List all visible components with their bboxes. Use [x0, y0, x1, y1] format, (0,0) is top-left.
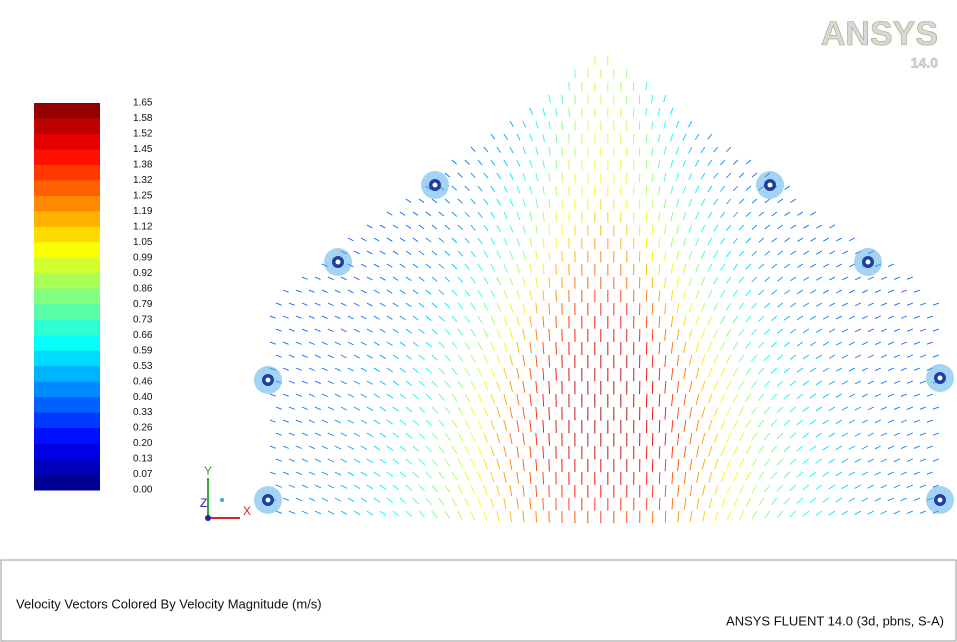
colorbar-label: 1.25 [133, 191, 153, 202]
colorbar-label: 1.05 [133, 237, 153, 248]
velocity-vector [646, 212, 647, 222]
colorbar-label: 0.07 [133, 469, 153, 480]
colorbar-label: 0.00 [133, 485, 153, 496]
velocity-vector [652, 355, 653, 368]
colorbar-band [34, 196, 100, 212]
colorbar-band [34, 413, 100, 429]
y-axis-label: Y [204, 464, 212, 478]
inlet-hole [938, 498, 943, 503]
colorbar-band [34, 397, 100, 413]
colorbar-band [34, 289, 100, 305]
velocity-vector [639, 147, 640, 156]
colorbar-label: 0.26 [133, 423, 153, 434]
colorbar-label: 0.86 [133, 283, 153, 294]
colorbar-label: 0.59 [133, 345, 153, 356]
inlet-hole [336, 260, 341, 265]
caption-title: Velocity Vectors Colored By Velocity Mag… [16, 596, 322, 611]
velocity-vector [549, 459, 550, 472]
velocity-vector [633, 82, 634, 91]
inlet-hole [866, 260, 871, 265]
colorbar-band [34, 459, 100, 475]
inlet-hole [768, 183, 773, 188]
colorbar-band [34, 165, 100, 181]
colorbar-label: 1.45 [133, 144, 153, 155]
colorbar-label: 0.73 [133, 314, 153, 325]
velocity-vector [639, 121, 640, 130]
colorbar-label: 1.32 [133, 175, 153, 186]
velocity-vector [652, 381, 653, 394]
velocity-vector [646, 264, 647, 275]
colorbar-label: 0.13 [133, 454, 153, 465]
colorbar-label: 0.20 [133, 438, 153, 449]
colorbar-label: 0.92 [133, 268, 153, 279]
velocity-vector [556, 342, 557, 354]
inlet-hole [433, 183, 438, 188]
colorbar-label: 1.12 [133, 221, 153, 232]
z-axis-dot [205, 515, 211, 521]
velocity-vector [562, 199, 563, 209]
colorbar-band [34, 118, 100, 134]
velocity-vector [659, 472, 660, 484]
colorbar-band [34, 134, 100, 150]
colorbar-band [34, 227, 100, 243]
colorbar-band [34, 242, 100, 258]
velocity-vector [556, 316, 557, 328]
colorbar-band [34, 180, 100, 196]
inlet-hole [266, 378, 271, 383]
logo-name: ANSYS [821, 15, 938, 53]
colorbar-label: 0.33 [133, 407, 153, 418]
graphics-window: 1.65 1.58 1.52 1.45 1.38 1.32 1.25 1.19 1.12 1.05… [0, 0, 957, 642]
colorbar-band [34, 382, 100, 398]
logo-version: 14.0 [911, 55, 938, 71]
colorbar-band [34, 211, 100, 227]
velocity-vector [543, 472, 544, 484]
colorbar-band [34, 475, 100, 491]
velocity-vector [549, 433, 550, 446]
colorbar-band [34, 103, 100, 119]
velocity-vector [543, 498, 544, 510]
colorbar-label: 0.99 [133, 252, 153, 263]
caption-solver: ANSYS FLUENT 14.0 (3d, pbns, S-A) [726, 613, 944, 628]
velocity-vector [556, 264, 557, 275]
colorbar-label: 1.19 [133, 206, 153, 217]
colorbar-label: 0.66 [133, 330, 153, 341]
colorbar-band [34, 428, 100, 444]
colorbar-band [34, 351, 100, 367]
velocity-vector [646, 238, 647, 248]
colorbar-band [34, 273, 100, 289]
colorbar-band [34, 149, 100, 165]
colorbar-band [34, 320, 100, 336]
colorbar-band [34, 335, 100, 351]
triad-center [220, 498, 224, 502]
colorbar-label: 0.79 [133, 299, 153, 310]
velocity-vector [556, 290, 557, 301]
velocity-vector [562, 173, 563, 182]
colorbar-band [34, 366, 100, 382]
colorbar-label: 1.58 [133, 113, 153, 124]
colorbar-band [34, 304, 100, 320]
velocity-vector [665, 511, 666, 523]
colorbar-label: 1.38 [133, 160, 153, 171]
inlet-hole [938, 376, 943, 381]
colorbar-label: 0.40 [133, 392, 153, 403]
velocity-vector [652, 329, 653, 341]
colorbar-band [34, 444, 100, 460]
velocity-vector [569, 108, 570, 117]
colorbar-label: 0.46 [133, 376, 153, 387]
colorbar-band [34, 258, 100, 274]
x-axis-label: X [243, 504, 251, 518]
z-axis-label: Z [200, 496, 207, 510]
colorbar-label: 0.53 [133, 361, 153, 372]
colorbar-label: 1.52 [133, 129, 153, 140]
velocity-vector [549, 407, 550, 420]
colorbar-label: 1.65 [133, 98, 153, 109]
velocity-vector [659, 446, 660, 459]
inlet-hole [266, 498, 271, 503]
